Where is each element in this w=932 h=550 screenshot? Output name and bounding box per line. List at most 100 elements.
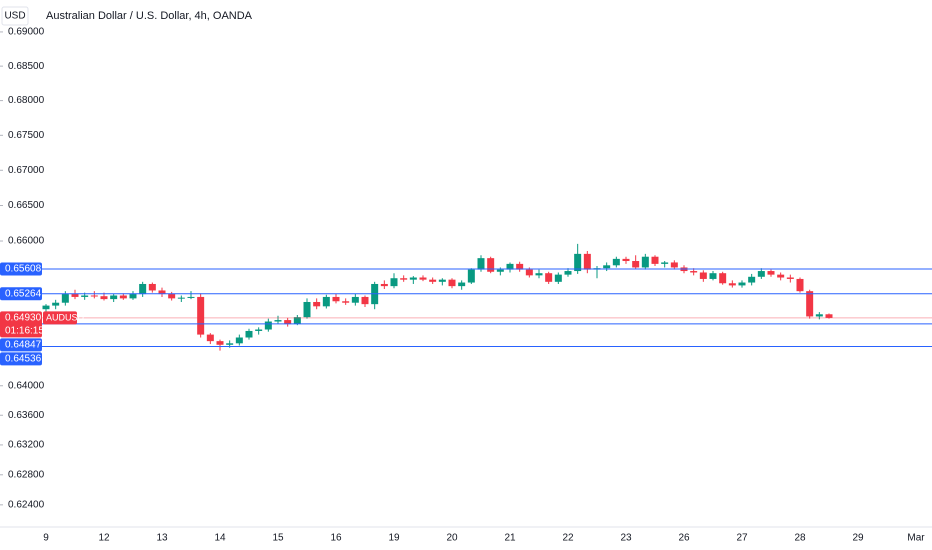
candle-body (796, 278, 804, 292)
candle-body (786, 277, 794, 279)
candle-body (632, 261, 640, 268)
candle-body (332, 296, 340, 302)
candle-body (603, 265, 611, 269)
candle-body (815, 314, 823, 317)
candle-body (187, 296, 195, 298)
x-tick-label: 29 (852, 533, 864, 544)
candle-body (197, 296, 205, 335)
candle-body (255, 329, 263, 331)
y-tick-label: 0.68000 (8, 95, 45, 106)
candle-body (467, 269, 475, 283)
candle-body (110, 295, 118, 300)
candle-body (52, 302, 60, 306)
candle-body (139, 283, 147, 295)
x-tick-label: 22 (562, 533, 574, 544)
y-tick-label: 0.62400 (8, 499, 45, 510)
candle-body (419, 277, 427, 280)
price-label-box (0, 262, 42, 276)
chart-title: Australian Dollar / U.S. Dollar, 4h, OAN… (46, 10, 253, 22)
x-tick-label: 23 (620, 533, 632, 544)
candle-body (738, 282, 746, 286)
currency: USD (4, 11, 25, 22)
candle-body (612, 258, 620, 266)
y-tick-label: 0.64000 (8, 380, 45, 391)
candle-body (661, 262, 669, 264)
candle-body (168, 294, 176, 299)
candle-body (438, 279, 446, 282)
candle-body (719, 273, 727, 284)
candle-body (535, 273, 543, 276)
price-label-box (0, 338, 42, 352)
x-tick-label: 19 (388, 533, 400, 544)
candle-body (42, 305, 50, 310)
x-tick-label: 9 (43, 533, 49, 544)
x-tick-label: 28 (794, 533, 806, 544)
x-tick-label: 21 (504, 533, 516, 544)
symbol-tag: AUDUSD (46, 312, 85, 322)
candle-body (351, 296, 359, 303)
candle-body (583, 253, 591, 270)
candle-body (767, 271, 775, 275)
candle-body (622, 258, 630, 262)
price-label: 0.65608 (5, 264, 42, 275)
candle-body (158, 290, 166, 295)
candle-body (90, 295, 98, 297)
candle-body (429, 279, 437, 282)
candle-body (216, 341, 224, 345)
price-label-box (0, 287, 42, 301)
candle-body (506, 263, 514, 270)
candle-body (690, 271, 698, 273)
candle-body (342, 301, 350, 303)
x-tick-label: 13 (156, 533, 168, 544)
candle-body (806, 291, 814, 317)
countdown: 01:16:15 (5, 326, 44, 337)
candle-body (226, 343, 234, 345)
candle-body (641, 256, 649, 268)
candle-body (477, 258, 485, 270)
candle-body (129, 294, 137, 299)
candle-body (825, 314, 833, 318)
candle-body (777, 274, 785, 278)
candle-body (380, 283, 388, 287)
candle-body (709, 273, 717, 279)
y-tick-label: 0.69000 (8, 27, 45, 38)
candle-body (699, 272, 707, 279)
candle-body (61, 294, 69, 303)
x-tick-label: 14 (214, 533, 226, 544)
candle-body (748, 276, 756, 283)
candle-body (400, 278, 408, 280)
x-tick-label: 15 (272, 533, 284, 544)
x-tick-label: 26 (678, 533, 690, 544)
candle-body (284, 320, 292, 324)
y-tick-label: 0.68500 (8, 61, 45, 72)
candle-body (361, 296, 369, 305)
x-tick-label: 16 (330, 533, 342, 544)
candle-body (119, 295, 127, 299)
candle-body (516, 263, 524, 270)
candle-body (100, 296, 108, 300)
candle-body (206, 334, 214, 342)
candle-body (651, 256, 659, 264)
candle-body (293, 317, 301, 324)
candle-body (670, 262, 678, 268)
candle-body (757, 271, 765, 277)
price-label: 0.65264 (5, 288, 42, 299)
x-tick-label: 20 (446, 533, 458, 544)
y-tick-label: 0.63200 (8, 440, 45, 451)
candle-body (264, 321, 272, 330)
candle-body (303, 301, 311, 318)
y-tick-label: 0.66000 (8, 236, 45, 247)
y-tick-label: 0.67500 (8, 130, 45, 141)
price-label: 0.64536 (5, 354, 42, 365)
candle-body (322, 296, 330, 307)
candle-body (545, 273, 553, 282)
candle-body (81, 295, 89, 297)
price-label: 0.64930 (5, 313, 42, 324)
candle-body (448, 279, 456, 287)
candle-body (554, 274, 562, 282)
x-tick-label: Mar (907, 533, 925, 544)
x-tick-label: 27 (736, 533, 748, 544)
y-tick-label: 0.66500 (8, 200, 45, 211)
candle-body (496, 269, 504, 272)
